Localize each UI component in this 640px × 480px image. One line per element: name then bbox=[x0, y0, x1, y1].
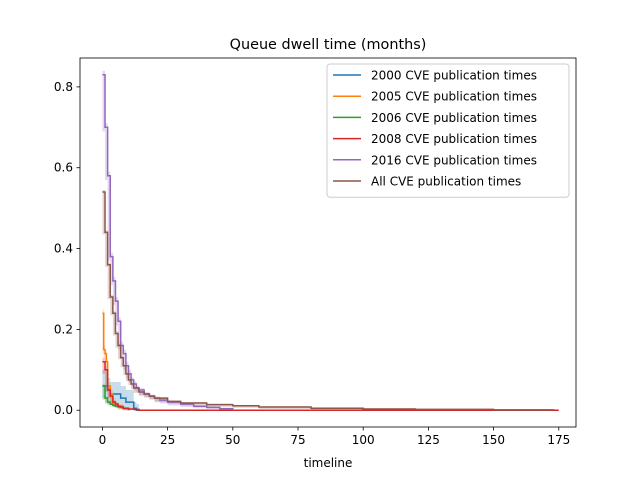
x-tick-label: 125 bbox=[417, 433, 440, 447]
confidence-bands bbox=[102, 70, 559, 411]
legend-label: 2016 CVE publication times bbox=[371, 153, 537, 167]
plot-frame bbox=[79, 57, 577, 428]
legend: 2000 CVE publication times 2005 CVE publi… bbox=[326, 63, 570, 198]
y-tick-label: 0.6 bbox=[54, 161, 73, 175]
y-tick-label: 0.0 bbox=[54, 403, 73, 417]
ci-band-series-1 bbox=[102, 309, 129, 411]
x-axis-label: timeline bbox=[304, 456, 353, 470]
x-tick-label: 75 bbox=[290, 433, 305, 447]
y-tick-label: 0.4 bbox=[54, 242, 73, 256]
y-axis: 0.0 0.2 0.4 0.6 0.8 bbox=[54, 80, 80, 417]
x-axis: 0 25 50 75 100 125 150 175 bbox=[99, 427, 570, 447]
x-tick-label: 50 bbox=[225, 433, 240, 447]
ci-band-series-2 bbox=[102, 383, 129, 411]
legend-label: 2006 CVE publication times bbox=[371, 111, 537, 125]
x-tick-label: 100 bbox=[352, 433, 375, 447]
x-tick-label: 175 bbox=[547, 433, 570, 447]
legend-label: 2000 CVE publication times bbox=[371, 69, 537, 83]
x-tick-label: 0 bbox=[99, 433, 107, 447]
line-series-3 bbox=[102, 360, 559, 411]
x-tick-label: 25 bbox=[160, 433, 175, 447]
legend-label: All CVE publication times bbox=[371, 175, 521, 189]
ci-band-series-0 bbox=[102, 369, 139, 411]
legend-box bbox=[326, 63, 570, 198]
x-tick-label: 150 bbox=[482, 433, 505, 447]
series-lines bbox=[102, 74, 559, 411]
y-tick-label: 0.2 bbox=[54, 322, 73, 336]
legend-label: 2005 CVE publication times bbox=[371, 90, 537, 104]
chart-title: Queue dwell time (months) bbox=[230, 37, 427, 53]
y-tick-label: 0.8 bbox=[54, 80, 73, 94]
legend-label: 2008 CVE publication times bbox=[371, 132, 537, 146]
line-series-5 bbox=[102, 191, 555, 411]
